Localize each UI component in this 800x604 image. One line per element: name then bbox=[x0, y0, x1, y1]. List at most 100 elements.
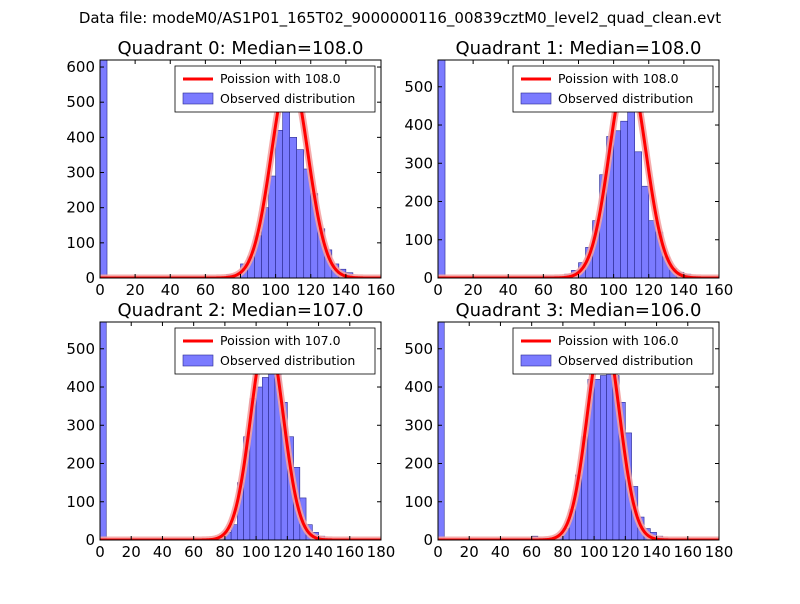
y-tick-label: 600 bbox=[66, 58, 95, 76]
x-tick-label: 180 bbox=[705, 543, 734, 561]
subplot-title: Quadrant 0: Median=108.0 bbox=[118, 38, 364, 59]
x-tick-label: 140 bbox=[332, 281, 361, 299]
histogram-bar bbox=[100, 60, 108, 278]
histogram-bar bbox=[648, 220, 657, 278]
axes-frame bbox=[437, 321, 720, 541]
x-tick-label: 120 bbox=[296, 281, 325, 299]
poisson-curve-line bbox=[438, 68, 719, 278]
x-tick-label: 160 bbox=[705, 281, 734, 299]
subplot-quadrant-0: 0 20 40 60 80 100 120 140 160 0 100 200 300 400 500 600… bbox=[66, 38, 395, 299]
x-tick-label: 60 bbox=[534, 281, 553, 299]
histogram-bar bbox=[600, 375, 607, 540]
x-tick-label: 120 bbox=[273, 543, 302, 561]
x-tick-label: 80 bbox=[553, 543, 572, 561]
legend: Poission with 106.0 Observed distribution bbox=[512, 327, 714, 375]
subplot-quadrant-3: 0 20 40 60 80 100 120 140 160 1800100200300400500… bbox=[404, 300, 733, 561]
histogram-bar bbox=[613, 130, 621, 278]
histogram-bar bbox=[262, 377, 269, 540]
y-tick-label: 100 bbox=[404, 231, 433, 249]
x-tick-label: 180 bbox=[367, 543, 396, 561]
x-tick-label: 0 bbox=[95, 281, 105, 299]
y-tick-label: 0 bbox=[85, 531, 95, 549]
x-tick-label: 0 bbox=[433, 281, 443, 299]
legend: Poission with 108.0 Observed distribution bbox=[174, 65, 376, 113]
y-tick-label: 0 bbox=[85, 269, 95, 287]
histogram-bar bbox=[593, 379, 601, 540]
figure-title: Data file: modeM0/AS1P01_165T02_90000001… bbox=[78, 9, 722, 27]
x-tick-label: 100 bbox=[261, 281, 290, 299]
x-tick-label: 0 bbox=[433, 543, 443, 561]
legend-entry-curve: Poission with 106.0 bbox=[558, 333, 679, 348]
x-tick-label: 140 bbox=[670, 281, 699, 299]
legend-box bbox=[512, 327, 714, 375]
y-tick-label: 500 bbox=[66, 93, 95, 111]
x-tick-label: 60 bbox=[196, 281, 215, 299]
legend-bar-swatch bbox=[520, 92, 552, 105]
legend-bar-swatch bbox=[520, 354, 552, 367]
y-tick-label: 300 bbox=[404, 416, 433, 434]
y-tick-label: 500 bbox=[404, 340, 433, 358]
plot-area bbox=[100, 60, 381, 278]
x-tick-label: 100 bbox=[580, 543, 609, 561]
histogram-bar bbox=[289, 137, 297, 278]
legend-box bbox=[174, 65, 376, 113]
legend-entry-bars: Observed distribution bbox=[558, 91, 693, 106]
x-tick-label: 80 bbox=[569, 281, 588, 299]
legend-box bbox=[512, 65, 714, 113]
legend-box bbox=[174, 327, 376, 375]
x-tick-label: 20 bbox=[126, 281, 145, 299]
histogram-bar bbox=[438, 60, 446, 278]
y-tick-label: 300 bbox=[66, 416, 95, 434]
histogram-bar bbox=[268, 352, 276, 540]
legend-entry-bars: Observed distribution bbox=[220, 353, 355, 368]
x-tick-label: 120 bbox=[634, 281, 663, 299]
y-tick-label: 400 bbox=[404, 378, 433, 396]
x-tick-label: 40 bbox=[161, 281, 180, 299]
y-tick-label: 300 bbox=[404, 154, 433, 172]
y-tick-label: 300 bbox=[66, 164, 95, 182]
x-tick-label: 80 bbox=[231, 281, 250, 299]
legend-entry-curve: Poission with 107.0 bbox=[220, 333, 341, 348]
plot-area bbox=[438, 60, 719, 278]
subplot-quadrant-2: 0 20 40 60 80 100 120 140 160 1800100200300400500… bbox=[66, 300, 395, 561]
histogram-bar bbox=[268, 175, 276, 278]
legend-bar-swatch bbox=[182, 92, 214, 105]
y-tick-label: 200 bbox=[66, 199, 95, 217]
histogram-bar bbox=[255, 386, 263, 540]
y-tick-label: 400 bbox=[404, 116, 433, 134]
y-tick-label: 200 bbox=[66, 455, 95, 473]
x-tick-label: 160 bbox=[335, 543, 364, 561]
histogram-bar bbox=[438, 322, 445, 540]
y-tick-label: 0 bbox=[423, 269, 433, 287]
x-tick-label: 60 bbox=[522, 543, 541, 561]
x-tick-label: 60 bbox=[184, 543, 203, 561]
x-tick-label: 20 bbox=[460, 543, 479, 561]
subplot-quadrant-1: 0 20 40 60 80 100 120 140 160 0 100 200 300 400 500 Qua… bbox=[404, 38, 733, 299]
histogram-bar bbox=[641, 185, 650, 278]
x-tick-label: 40 bbox=[491, 543, 510, 561]
histogram-bar bbox=[296, 149, 305, 278]
legend-bar-swatch bbox=[182, 354, 214, 367]
x-tick-label: 20 bbox=[122, 543, 141, 561]
y-tick-label: 500 bbox=[404, 78, 433, 96]
x-tick-label: 120 bbox=[611, 543, 640, 561]
legend: Poission with 107.0 Observed distribution bbox=[174, 327, 376, 375]
legend-entry-curve: Poission with 108.0 bbox=[558, 71, 679, 86]
y-tick-label: 200 bbox=[404, 193, 433, 211]
poisson-curve-line bbox=[100, 70, 381, 278]
legend-entry-bars: Observed distribution bbox=[558, 353, 693, 368]
y-tick-label: 400 bbox=[66, 378, 95, 396]
histogram-bar bbox=[275, 130, 283, 278]
x-tick-label: 40 bbox=[153, 543, 172, 561]
legend-entry-curve: Poission with 108.0 bbox=[220, 71, 341, 86]
histogram-bar bbox=[634, 151, 643, 278]
x-tick-label: 100 bbox=[242, 543, 271, 561]
y-tick-label: 200 bbox=[404, 455, 433, 473]
x-tick-label: 80 bbox=[215, 543, 234, 561]
legend-entry-bars: Observed distribution bbox=[220, 91, 355, 106]
x-tick-label: 140 bbox=[642, 543, 671, 561]
subplot-title: Quadrant 2: Median=107.0 bbox=[118, 300, 364, 321]
y-tick-label: 500 bbox=[66, 340, 95, 358]
